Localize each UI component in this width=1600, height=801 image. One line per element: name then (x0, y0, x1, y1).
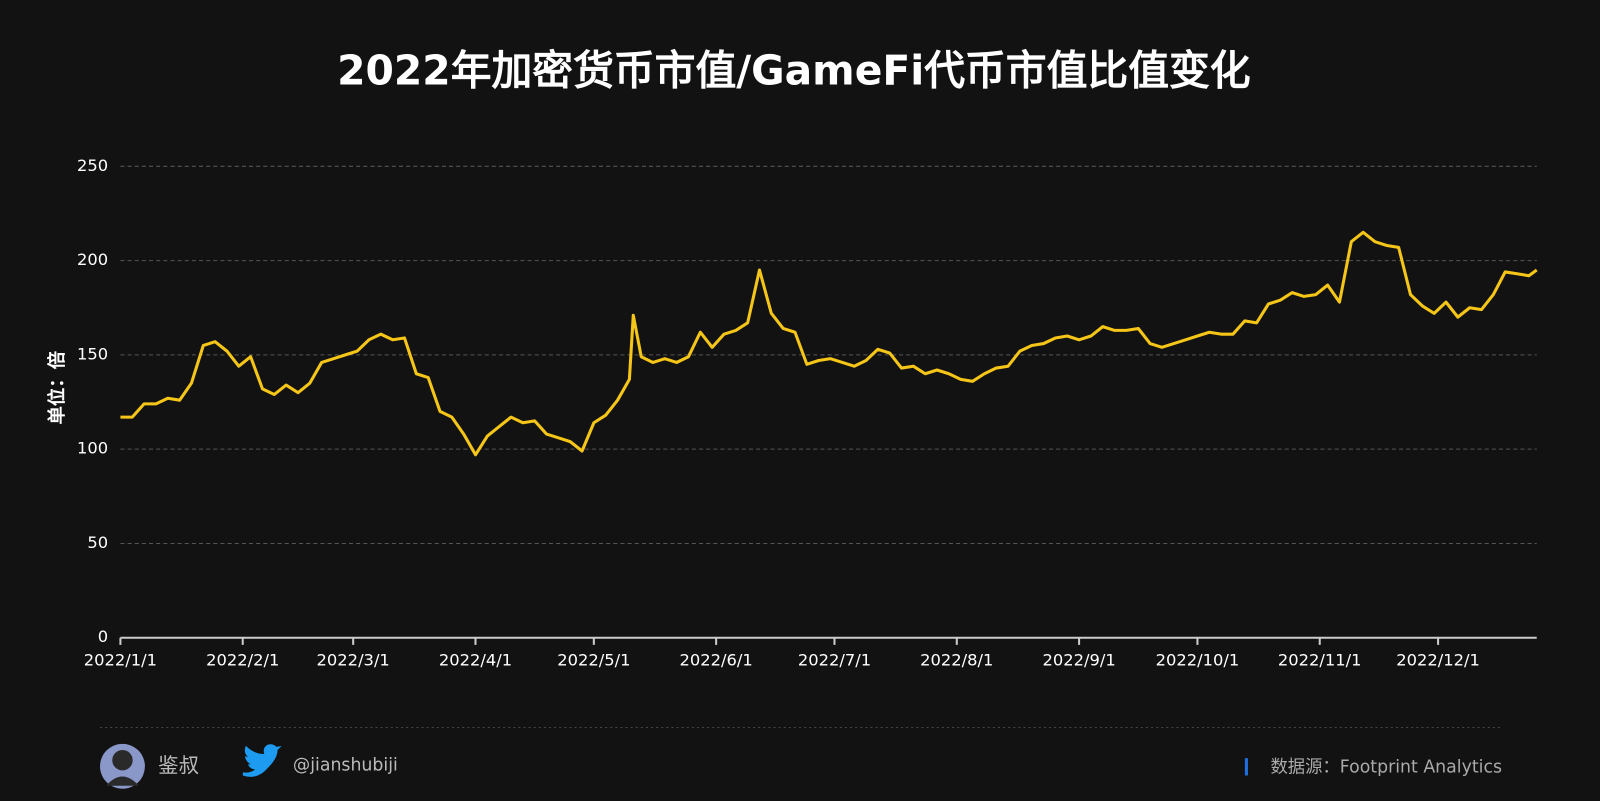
x-tick-label: 2022/11/1 (1278, 651, 1362, 670)
y-tick-label: 50 (87, 533, 108, 552)
y-tick-label: 100 (77, 439, 108, 458)
avatar (100, 743, 145, 789)
chart-title: 2022年加密货币市值/GameFi代币市值比值变化 (337, 46, 1250, 94)
y-tick-label: 150 (77, 344, 108, 363)
x-tick-label: 2022/9/1 (1042, 651, 1115, 670)
x-tick-label: 2022/4/1 (439, 651, 512, 670)
x-tick-label: 2022/7/1 (798, 651, 871, 670)
data-source: 数据源：Footprint Analytics (1270, 757, 1502, 777)
y-tick-label: 200 (77, 250, 108, 269)
data-line (120, 230, 1538, 457)
y-axis-label: 单位：倍 (46, 351, 68, 424)
x-tick-label: 2022/6/1 (680, 651, 753, 670)
twitter-icon (242, 744, 282, 777)
y-tick-label: 250 (77, 156, 108, 175)
x-tick-label: 2022/2/1 (206, 651, 279, 670)
x-tick-label: 2022/5/1 (557, 651, 630, 670)
x-tick-label: 2022/3/1 (317, 651, 390, 670)
x-tick-label: 2022/8/1 (920, 651, 993, 670)
source-bar (1244, 758, 1248, 776)
twitter-handle: @jianshubiji (293, 755, 398, 775)
x-tick-label: 2022/10/1 (1156, 651, 1240, 670)
y-tick-label: 0 (98, 627, 108, 646)
x-tick-label: 2022/12/1 (1396, 651, 1480, 670)
author-name: 鉴叔 (158, 753, 199, 777)
x-tick-label: 2022/1/1 (84, 651, 157, 670)
